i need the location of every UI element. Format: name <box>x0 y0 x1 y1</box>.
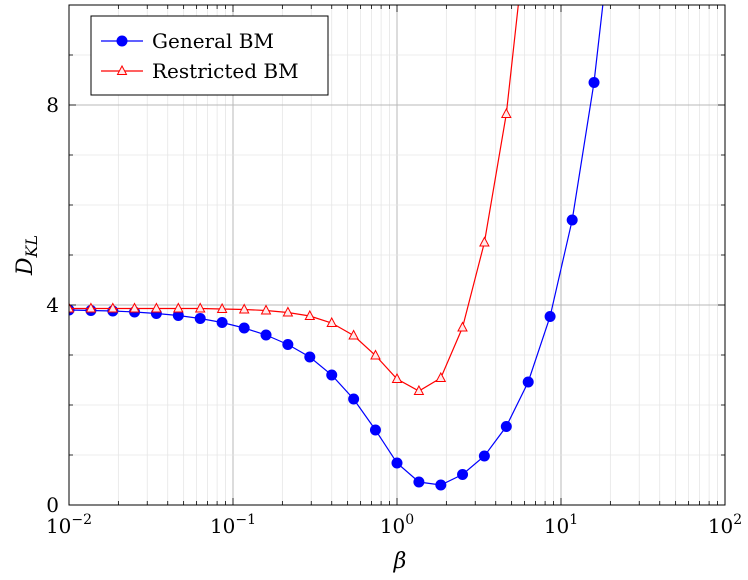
data-point-general <box>413 476 425 488</box>
data-point-general <box>304 351 316 363</box>
data-point-general <box>238 322 250 334</box>
data-point-general <box>260 329 272 341</box>
tick-labels: 10−2 10−1 100 101 102 0 4 8 <box>46 93 742 538</box>
data-point-restricted <box>435 371 447 382</box>
y-tick-label: 4 <box>46 293 59 317</box>
data-point-restricted <box>129 302 140 313</box>
data-point-general <box>369 424 381 436</box>
data-point-general <box>348 393 360 405</box>
data-point-general <box>435 479 447 491</box>
data-point-restricted <box>479 236 490 247</box>
data-point-general <box>172 310 184 321</box>
data-point-restricted <box>391 372 403 383</box>
data-point-restricted <box>172 302 184 313</box>
legend-box <box>90 15 329 96</box>
x-tick-label: 10−2 <box>46 512 92 538</box>
y-axis-label: DKL <box>13 235 41 276</box>
data-point-general <box>216 317 228 328</box>
data-point-restricted <box>348 329 359 340</box>
data-point-general <box>457 469 469 480</box>
data-point-general <box>566 214 578 226</box>
data-point-restricted <box>260 304 272 315</box>
data-point-restricted <box>107 302 119 313</box>
data-point-general <box>391 457 403 469</box>
legend: General BM Restricted BM <box>90 15 329 96</box>
data-point-general <box>194 313 206 324</box>
x-tick-label: 10−1 <box>210 512 256 538</box>
x-tick-label: 101 <box>544 512 578 538</box>
data-point-general <box>282 339 294 350</box>
legend-label-general: General BM <box>152 29 274 53</box>
data-point-general <box>522 376 534 388</box>
data-point-restricted <box>216 302 228 313</box>
x-axis-label: β <box>393 549 407 574</box>
y-tick-label: 8 <box>46 93 59 117</box>
legend-label-restricted: Restricted BM <box>152 59 299 83</box>
y-axis-label-sub: KL <box>22 235 41 259</box>
data-point-restricted <box>326 316 338 327</box>
data-point-general <box>500 421 512 432</box>
legend-marker-restricted <box>116 64 128 75</box>
legend-marker-general <box>116 35 128 47</box>
data-point-restricted <box>238 303 250 314</box>
x-tick-label: 102 <box>708 512 742 538</box>
data-point-general <box>588 77 600 88</box>
series-layer <box>69 5 604 491</box>
data-point-restricted <box>500 107 512 118</box>
data-point-restricted <box>151 302 162 313</box>
data-point-restricted <box>370 349 381 360</box>
y-axis-label-main: D <box>13 257 38 276</box>
data-point-restricted <box>282 306 294 317</box>
data-point-restricted <box>413 384 425 395</box>
data-point-general <box>326 369 338 381</box>
data-point-restricted <box>194 302 206 313</box>
data-point-restricted <box>304 309 316 320</box>
x-tick-label: 100 <box>380 512 414 538</box>
data-point-restricted <box>457 321 468 332</box>
y-tick-label: 0 <box>46 493 59 517</box>
data-point-restricted <box>69 302 75 313</box>
data-point-general <box>478 450 490 462</box>
data-point-general <box>544 311 556 322</box>
data-point-restricted <box>85 302 97 313</box>
axis-ticks <box>68 4 725 506</box>
